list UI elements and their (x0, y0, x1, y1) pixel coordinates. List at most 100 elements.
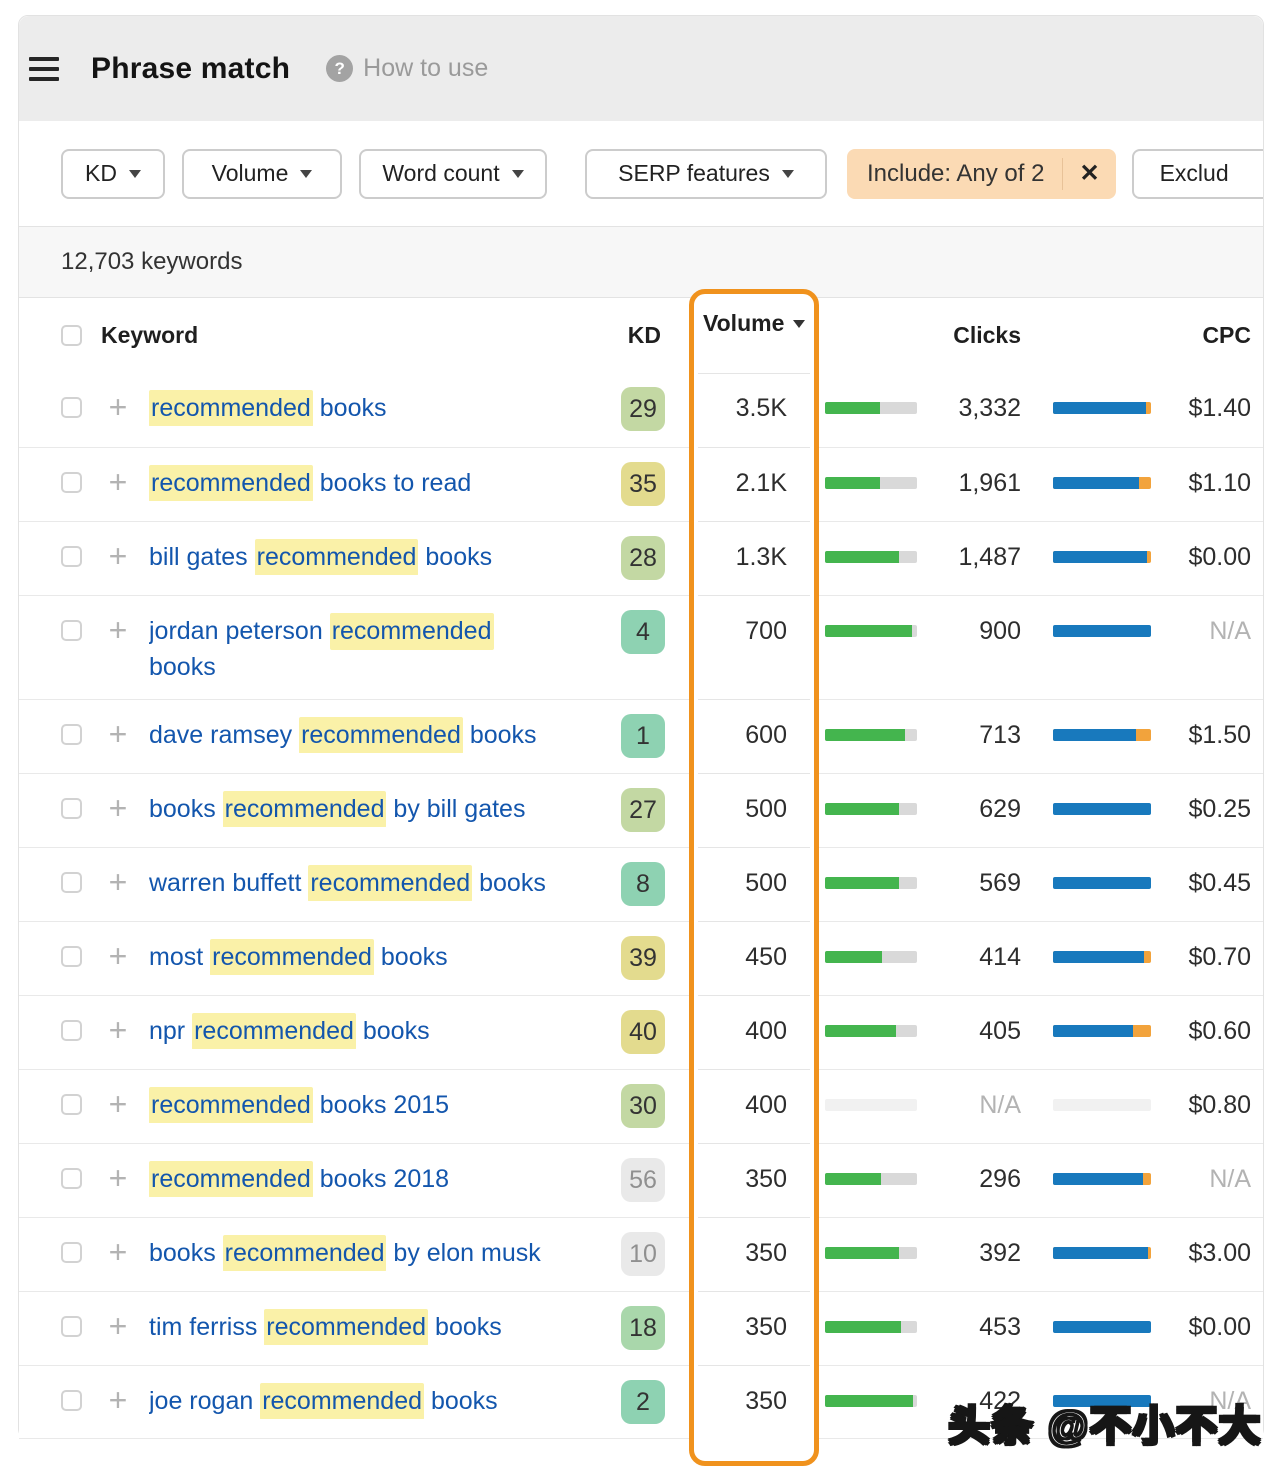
include-filter-chip[interactable]: Include: Any of 2 ✕ (847, 148, 1116, 199)
plus-icon[interactable]: + (108, 938, 128, 974)
select-all-checkbox[interactable] (61, 325, 82, 346)
exclude-filter-button[interactable]: Exclud (1131, 148, 1263, 199)
cpc-value: N/A (1209, 617, 1251, 645)
clicks-value: 296 (979, 1165, 1021, 1193)
keyword-link[interactable]: recommended books 2015 (149, 1087, 621, 1123)
kd-badge: 28 (621, 536, 665, 580)
plus-icon[interactable]: + (108, 1160, 128, 1196)
keyword-link[interactable]: recommended books to read (149, 465, 621, 501)
keyword-link[interactable]: books recommended by elon musk (149, 1235, 621, 1271)
row-checkbox[interactable] (61, 1168, 82, 1189)
table-row: + tim ferriss recommended books 18 350 4… (19, 1291, 1263, 1365)
volume-bar (825, 1099, 917, 1111)
keyword-link[interactable]: dave ramsey recommended books (149, 717, 621, 753)
row-checkbox[interactable] (61, 872, 82, 893)
plus-icon[interactable]: + (108, 1382, 128, 1418)
plus-icon[interactable]: + (108, 612, 128, 648)
keyword-link[interactable]: jordan peterson recommended books (149, 613, 621, 685)
row-checkbox[interactable] (61, 798, 82, 819)
word-count-filter-button[interactable]: Word count (359, 148, 547, 199)
row-checkbox[interactable] (61, 724, 82, 745)
volume-value: 3.5K (735, 394, 787, 422)
volume-value: 350 (745, 1313, 787, 1341)
row-checkbox[interactable] (61, 1020, 82, 1041)
clicks-bar (1053, 951, 1151, 963)
row-checkbox[interactable] (61, 1316, 82, 1337)
clicks-value: 3,332 (958, 394, 1021, 422)
clicks-bar (1053, 625, 1151, 637)
plus-icon[interactable]: + (108, 1012, 128, 1048)
keyword-link[interactable]: recommended books 2018 (149, 1161, 621, 1197)
clicks-value: 1,487 (958, 543, 1021, 571)
row-checkbox[interactable] (61, 546, 82, 567)
menu-icon[interactable] (29, 56, 59, 81)
plus-icon[interactable]: + (108, 1234, 128, 1270)
column-header-volume[interactable]: Volume (689, 298, 819, 337)
clicks-bar (1053, 803, 1151, 815)
row-checkbox[interactable] (61, 1094, 82, 1115)
table-row: + joe rogan recommended books 2 350 422 … (19, 1365, 1263, 1439)
column-header-keyword[interactable]: Keyword (101, 322, 199, 348)
plus-icon[interactable]: + (108, 389, 128, 425)
keyword-link[interactable]: most recommended books (149, 939, 621, 975)
clicks-value: 405 (979, 1017, 1021, 1045)
volume-bar (825, 551, 917, 563)
column-header-kd[interactable]: KD (627, 322, 661, 348)
plus-icon[interactable]: + (108, 464, 128, 500)
volume-bar (825, 402, 917, 414)
plus-icon[interactable]: + (108, 790, 128, 826)
chevron-down-icon (781, 169, 794, 178)
row-checkbox[interactable] (61, 1242, 82, 1263)
row-checkbox[interactable] (61, 472, 82, 493)
keyword-link[interactable]: warren buffett recommended books (149, 865, 621, 901)
kd-badge: 4 (621, 610, 665, 654)
cpc-value: $3.00 (1188, 1239, 1251, 1267)
row-checkbox[interactable] (61, 946, 82, 967)
keyword-link[interactable]: joe rogan recommended books (149, 1383, 621, 1419)
plus-icon[interactable]: + (108, 1086, 128, 1122)
kd-badge: 27 (621, 788, 665, 832)
volume-value: 400 (745, 1017, 787, 1045)
column-header-clicks[interactable]: Clicks (953, 322, 1021, 348)
kd-badge: 29 (621, 387, 665, 431)
keyword-link[interactable]: recommended books (149, 390, 621, 426)
plus-icon[interactable]: + (108, 538, 128, 574)
volume-value: 700 (745, 617, 787, 645)
row-checkbox[interactable] (61, 397, 82, 418)
volume-bar (825, 951, 917, 963)
column-header-cpc[interactable]: CPC (1202, 322, 1251, 348)
keyword-link[interactable]: tim ferriss recommended books (149, 1309, 621, 1345)
clicks-value: N/A (979, 1091, 1021, 1119)
plus-icon[interactable]: + (108, 864, 128, 900)
filter-bar: KD Volume Word count SERP features Inclu… (19, 121, 1263, 227)
row-checkbox[interactable] (61, 1390, 82, 1411)
cpc-value: N/A (1209, 1387, 1251, 1415)
cpc-value: $1.50 (1188, 721, 1251, 749)
plus-icon[interactable]: + (108, 716, 128, 752)
volume-bar (825, 1395, 917, 1407)
question-circle-icon: ? (326, 55, 354, 82)
clicks-bar (1053, 1321, 1151, 1333)
keyword-link[interactable]: bill gates recommended books (149, 539, 621, 575)
table-row: + recommended books 2015 30 400 N/A $0.8… (19, 1069, 1263, 1143)
keyword-link[interactable]: books recommended by bill gates (149, 791, 621, 827)
row-checkbox[interactable] (61, 620, 82, 641)
keyword-link[interactable]: npr recommended books (149, 1013, 621, 1049)
volume-bar (825, 477, 917, 489)
close-icon[interactable]: ✕ (1062, 157, 1115, 190)
serp-features-filter-button[interactable]: SERP features (585, 148, 827, 199)
volume-value: 400 (745, 1091, 787, 1119)
clicks-bar (1053, 1395, 1151, 1407)
cpc-value: $0.60 (1188, 1017, 1251, 1045)
kd-filter-button[interactable]: KD (61, 148, 165, 199)
kd-badge: 2 (621, 1380, 665, 1424)
volume-filter-button[interactable]: Volume (182, 148, 342, 199)
clicks-value: 392 (979, 1239, 1021, 1267)
chevron-down-icon (300, 169, 313, 178)
kd-badge: 40 (621, 1010, 665, 1054)
plus-icon[interactable]: + (108, 1308, 128, 1344)
table-row: + most recommended books 39 450 414 $0.7… (19, 921, 1263, 995)
clicks-value: 629 (979, 795, 1021, 823)
how-to-use-link[interactable]: ? How to use (326, 54, 488, 83)
volume-bar (825, 625, 917, 637)
